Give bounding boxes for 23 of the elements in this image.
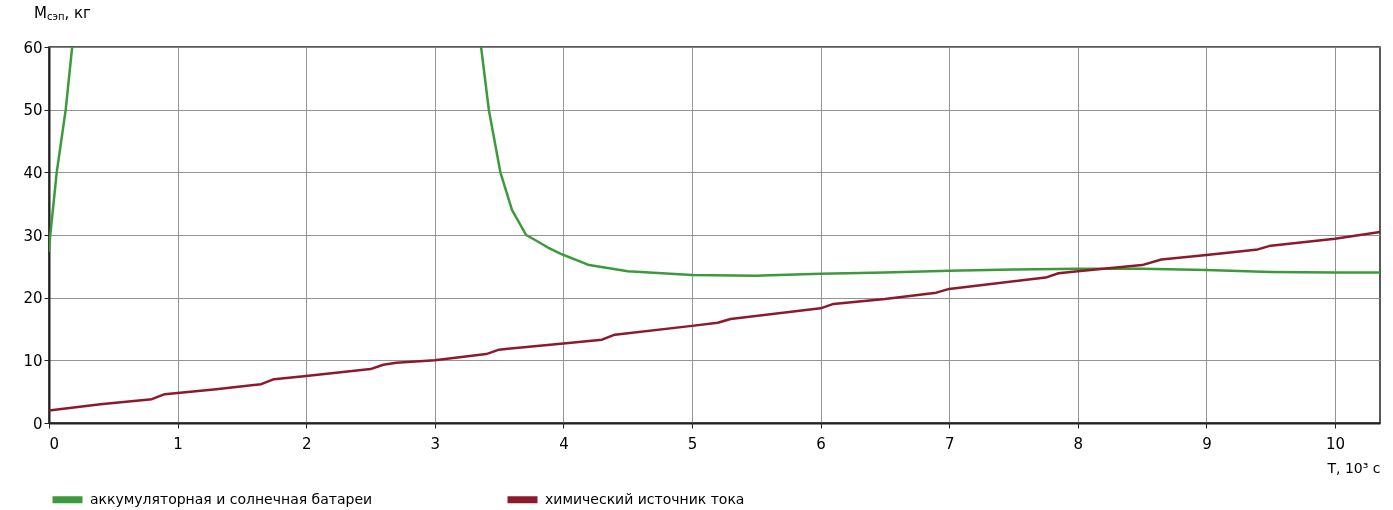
x-tick-label: 2 (301, 434, 312, 453)
line-series (49, 230, 1380, 412)
x-tick-label: 8 (1073, 434, 1084, 453)
x-tick-label: 3 (430, 434, 441, 453)
x-tick-label: 4 (559, 434, 569, 453)
x-tick-label: 10 (1325, 434, 1346, 453)
legend-label: химический источник тока (545, 490, 745, 507)
x-axis-title: T, 10³ с (1326, 459, 1381, 476)
x-tick-label: 5 (687, 434, 698, 453)
y-tick-label: 40 (23, 163, 43, 182)
y-tick-label: 60 (23, 38, 43, 57)
y-tick-label: 50 (23, 101, 43, 120)
x-tick-label: 9 (1202, 434, 1212, 453)
y-tick-label: 10 (23, 351, 43, 370)
x-tick-label: 7 (944, 434, 955, 453)
x-tick-label: 0 (49, 434, 60, 453)
y-tick-label: 0 (32, 414, 43, 433)
x-tick-label: 1 (173, 434, 183, 453)
y-axis-title: M$_{сэп}$, кг (34, 4, 91, 22)
x-tick-label: 6 (816, 434, 826, 453)
legend-label: аккумуляторная и солнечная батареи (90, 490, 373, 507)
y-tick-label: 20 (23, 289, 43, 308)
y-tick-label: 30 (23, 226, 43, 245)
